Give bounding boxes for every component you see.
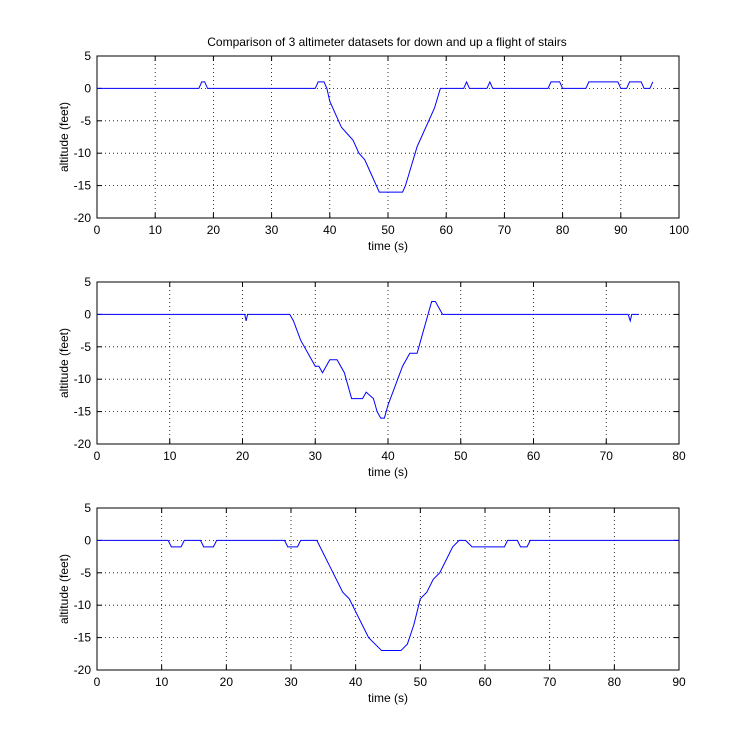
y-axis-label: altitude (feet) xyxy=(57,554,71,624)
y-tick-label: -5 xyxy=(80,340,91,354)
x-tick-label: 100 xyxy=(669,223,689,237)
series-line xyxy=(97,300,639,419)
x-tick-label: 40 xyxy=(381,449,395,463)
x-tick-label: 40 xyxy=(323,223,337,237)
x-tick-label: 20 xyxy=(220,675,234,689)
x-tick-label: 50 xyxy=(381,223,395,237)
y-tick-label: -10 xyxy=(74,372,92,386)
axes-frame xyxy=(96,507,680,671)
y-tick-label: -15 xyxy=(74,631,92,645)
x-tick-label: 0 xyxy=(94,449,101,463)
y-tick-label: 5 xyxy=(84,275,91,289)
y-tick-label: -10 xyxy=(74,146,92,160)
x-tick-label: 80 xyxy=(608,675,622,689)
x-tick-label: 40 xyxy=(349,675,363,689)
x-axis-label: time (s) xyxy=(368,465,408,479)
x-axis-label: time (s) xyxy=(368,239,408,253)
x-tick-label: 10 xyxy=(155,675,169,689)
x-tick-label: 90 xyxy=(614,223,628,237)
x-tick-label: 0 xyxy=(94,675,101,689)
x-tick-label: 50 xyxy=(414,675,428,689)
x-tick-label: 30 xyxy=(309,449,323,463)
x-tick-label: 70 xyxy=(543,675,557,689)
y-tick-label: -15 xyxy=(74,405,92,419)
x-axis-label: time (s) xyxy=(368,691,408,705)
y-tick-label: -20 xyxy=(74,211,92,225)
figure-title: Comparison of 3 altimeter datasets for d… xyxy=(207,35,567,49)
x-tick-label: 10 xyxy=(163,449,177,463)
x-tick-label: 60 xyxy=(440,223,454,237)
y-tick-label: -10 xyxy=(74,598,92,612)
x-tick-label: 0 xyxy=(94,223,101,237)
y-tick-label: -20 xyxy=(74,663,92,677)
x-tick-label: 10 xyxy=(149,223,163,237)
x-tick-label: 50 xyxy=(454,449,468,463)
x-tick-label: 30 xyxy=(284,675,298,689)
x-tick-label: 20 xyxy=(236,449,250,463)
y-tick-label: -20 xyxy=(74,437,92,451)
y-tick-label: 0 xyxy=(84,533,91,547)
x-tick-label: 20 xyxy=(207,223,221,237)
x-tick-label: 60 xyxy=(527,449,541,463)
x-tick-label: 70 xyxy=(498,223,512,237)
y-tick-label: -5 xyxy=(80,566,91,580)
subplots-container: 0 10 20 30 40 50 60 70 80 90 10050-5-10-15-20time … xyxy=(57,49,689,705)
x-tick-label: 30 xyxy=(265,223,279,237)
x-tick-label: 70 xyxy=(600,449,614,463)
x-tick-label: 90 xyxy=(672,675,686,689)
y-tick-label: 5 xyxy=(84,49,91,63)
subplot-1: 0 10 20 30 40 50 60 70 80 90 10050-5-10-15-20time … xyxy=(57,49,689,253)
series-line xyxy=(97,539,679,652)
y-tick-label: -5 xyxy=(80,114,91,128)
y-tick-label: 0 xyxy=(84,307,91,321)
series-line xyxy=(97,80,654,193)
x-tick-label: 60 xyxy=(478,675,492,689)
x-tick-label: 80 xyxy=(556,223,570,237)
y-axis-label: altitude (feet) xyxy=(57,102,71,172)
y-tick-label: 5 xyxy=(84,501,91,515)
y-axis-label: altitude (feet) xyxy=(57,328,71,398)
x-tick-label: 80 xyxy=(672,449,686,463)
y-tick-label: -15 xyxy=(74,179,92,193)
y-tick-label: 0 xyxy=(84,81,91,95)
